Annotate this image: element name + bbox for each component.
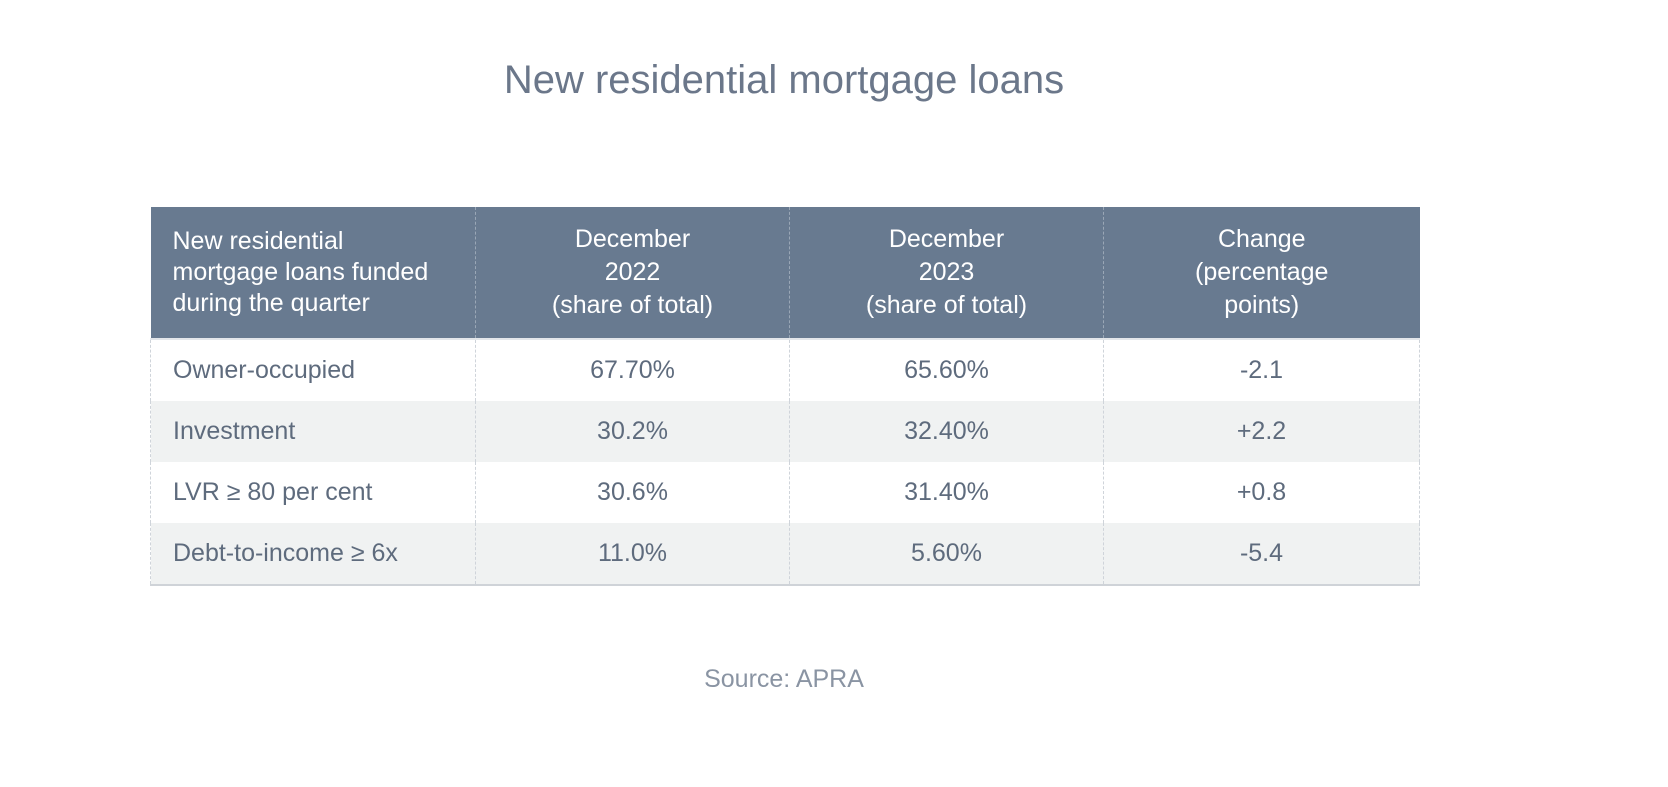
row-label: Investment — [150, 401, 476, 462]
cell-dec2022: 11.0% — [475, 523, 790, 586]
table-row: Owner-occupied 67.70% 65.60% -2.1 — [150, 339, 1420, 401]
cell-change: -2.1 — [1103, 339, 1420, 401]
cell-dec2022: 30.6% — [475, 462, 790, 523]
chart-title: New residential mortgage loans — [503, 58, 1065, 102]
table-body: Owner-occupied 67.70% 65.60% -2.1 Invest… — [150, 339, 1420, 586]
header-line: (share of total) — [551, 291, 714, 319]
row-label: Owner-occupied — [150, 339, 476, 401]
cell-dec2023: 65.60% — [789, 339, 1104, 401]
header-line: New residential — [172, 227, 344, 255]
table-container: New residential mortgage loans funded du… — [150, 207, 1420, 586]
row-label: LVR ≥ 80 per cent — [150, 462, 476, 523]
cell-change: +0.8 — [1103, 462, 1420, 523]
mortgage-loans-table: New residential mortgage loans funded du… — [150, 207, 1420, 586]
header-cell-dec2023: December 2023 (share of total) — [789, 207, 1104, 339]
table-row: Investment 30.2% 32.40% +2.2 — [150, 401, 1420, 462]
cell-dec2023: 32.40% — [789, 401, 1104, 462]
header-line: (share of total) — [865, 291, 1028, 319]
table-row: LVR ≥ 80 per cent 30.6% 31.40% +0.8 — [150, 462, 1420, 523]
table-row: Debt-to-income ≥ 6x 11.0% 5.60% -5.4 — [150, 523, 1420, 586]
header-line: points) — [1224, 291, 1300, 319]
header-cell-change: Change (percentage points) — [1103, 207, 1420, 339]
header-line: December — [888, 225, 1005, 253]
header-cell-category: New residential mortgage loans funded du… — [150, 207, 476, 339]
table-header: New residential mortgage loans funded du… — [150, 207, 1420, 339]
header-cell-dec2022: December 2022 (share of total) — [475, 207, 790, 339]
source-note: Source: APRA — [704, 665, 864, 693]
header-line: December — [574, 225, 691, 253]
header-row: New residential mortgage loans funded du… — [150, 207, 1420, 339]
header-line: mortgage loans funded — [172, 258, 429, 286]
header-line: 2022 — [604, 258, 661, 286]
row-label: Debt-to-income ≥ 6x — [150, 523, 476, 586]
cell-change: +2.2 — [1103, 401, 1420, 462]
cell-dec2023: 5.60% — [789, 523, 1104, 586]
header-line: during the quarter — [172, 289, 370, 317]
header-line: Change — [1217, 225, 1306, 253]
header-line: 2023 — [918, 258, 975, 286]
header-line: (percentage — [1195, 258, 1329, 286]
cell-change: -5.4 — [1103, 523, 1420, 586]
cell-dec2023: 31.40% — [789, 462, 1104, 523]
cell-dec2022: 30.2% — [475, 401, 790, 462]
cell-dec2022: 67.70% — [475, 339, 790, 401]
